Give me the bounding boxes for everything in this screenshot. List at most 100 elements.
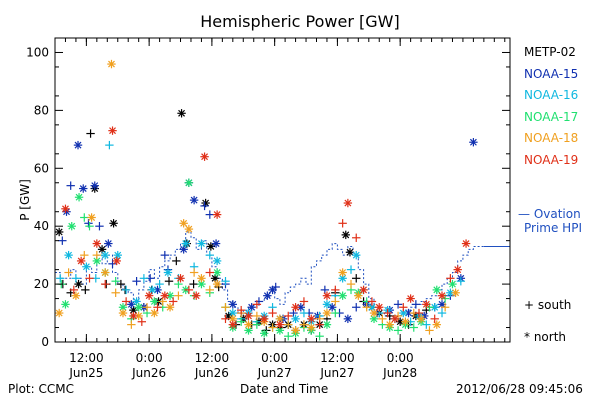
north-marker	[144, 291, 154, 300]
north-marker	[76, 256, 86, 266]
north-marker	[338, 268, 347, 277]
y-tick-label: 0	[41, 335, 49, 349]
south-marker	[174, 279, 183, 289]
south-marker	[252, 311, 262, 321]
south-marker	[440, 303, 450, 312]
north-marker	[461, 239, 471, 248]
plot-frame	[54, 37, 511, 343]
north-marker	[189, 195, 199, 205]
south-marker	[184, 285, 194, 295]
north-marker	[54, 227, 64, 237]
south-marker	[155, 279, 164, 289]
ovation-prime-hpi-line	[55, 231, 484, 320]
south-marker	[346, 279, 356, 289]
series-noaa-19	[61, 126, 471, 329]
x-tick-date-label: Jun25	[68, 366, 103, 380]
north-marker	[200, 152, 209, 161]
south-marker	[446, 274, 455, 283]
north-marker	[432, 285, 441, 295]
legend-item-noaa-17: NOAA-17	[524, 109, 579, 124]
south-marker	[160, 250, 170, 260]
north-marker	[259, 314, 269, 324]
north-marker	[401, 317, 410, 326]
north-marker	[109, 219, 118, 228]
north-marker	[448, 279, 457, 289]
north-marker	[212, 256, 222, 266]
y-axis-label: P [GW]	[17, 179, 32, 221]
south-marker	[271, 282, 280, 292]
south-marker	[393, 300, 403, 309]
north-marker	[184, 224, 194, 234]
north-marker	[359, 285, 368, 295]
north-marker	[160, 291, 170, 300]
legend-item-noaa-19: NOAA-19	[524, 152, 579, 167]
north-marker	[291, 314, 300, 324]
south-marker	[383, 308, 392, 318]
north-marker	[453, 265, 462, 274]
south-marker	[164, 277, 174, 286]
south-marker	[139, 274, 149, 283]
south-marker	[299, 320, 309, 329]
north-marker	[345, 248, 355, 257]
south-marker	[86, 129, 95, 138]
north-marker	[181, 239, 190, 248]
south-marker	[236, 305, 246, 315]
south-marker	[92, 250, 102, 260]
north-marker	[307, 323, 316, 332]
north-marker	[61, 300, 70, 309]
south-marker	[137, 317, 147, 326]
timestamp: 2012/06/28 09:45:06	[456, 382, 583, 396]
north-marker	[132, 297, 141, 306]
north-marker	[113, 250, 122, 260]
legend-item-noaa-15: NOAA-15	[524, 66, 579, 81]
south-symbol-legend: + south	[524, 298, 572, 312]
north-marker	[369, 308, 379, 318]
north-marker	[62, 207, 71, 216]
north-marker	[118, 303, 128, 312]
north-marker	[343, 198, 353, 208]
south-marker	[409, 323, 418, 332]
south-marker	[289, 308, 298, 318]
south-marker	[69, 285, 79, 295]
north-marker	[352, 250, 361, 260]
south-marker	[142, 303, 152, 312]
south-marker	[205, 285, 215, 295]
north-marker	[179, 219, 188, 228]
south-marker	[189, 268, 199, 277]
south-marker	[127, 320, 136, 329]
south-marker	[58, 236, 67, 245]
south-marker	[71, 274, 81, 283]
north-marker	[165, 303, 175, 312]
south-marker	[352, 233, 361, 242]
north-marker	[150, 297, 159, 306]
x-tick-time-label: 0:00	[261, 351, 288, 365]
north-marker	[212, 268, 222, 277]
x-tick-time-label: 12:00	[195, 351, 230, 365]
south-marker	[80, 250, 89, 260]
axes: 02040608010012:00Jun250:00Jun2612:00Jun2…	[26, 37, 511, 380]
north-marker	[291, 303, 300, 312]
x-tick-time-label: 0:00	[136, 351, 163, 365]
north-marker	[244, 311, 253, 321]
south-marker	[346, 265, 356, 274]
north-marker	[67, 221, 76, 231]
ovation-legend-line2: Prime HPI	[524, 221, 582, 235]
south-marker	[172, 256, 181, 266]
series-noaa-16	[56, 140, 466, 329]
ovation-legend-line1: — Ovation	[518, 207, 581, 221]
south-marker	[268, 323, 277, 332]
north-marker	[74, 193, 84, 202]
x-tick-time-label: 12:00	[320, 351, 355, 365]
south-marker	[320, 285, 330, 295]
south-marker	[205, 268, 215, 277]
south-marker	[268, 308, 277, 318]
north-marker	[212, 210, 222, 219]
north-marker	[275, 314, 285, 324]
north-marker	[197, 239, 206, 248]
south-marker	[56, 274, 65, 283]
south-marker	[399, 303, 408, 312]
x-tick-time-label: 12:00	[69, 351, 104, 365]
x-tick-time-label: 0:00	[387, 351, 414, 365]
north-marker	[212, 279, 222, 289]
south-marker	[284, 332, 293, 341]
